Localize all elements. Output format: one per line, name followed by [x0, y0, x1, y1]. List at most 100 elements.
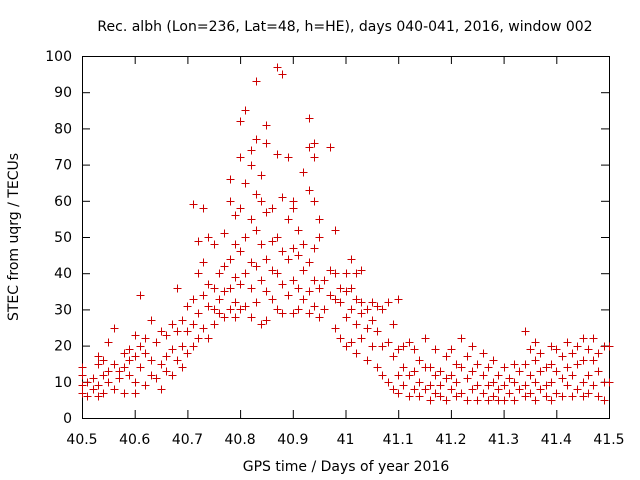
data-point [131, 389, 140, 398]
data-point [204, 302, 213, 311]
data-point [210, 240, 219, 249]
data-point [194, 237, 203, 246]
data-point [489, 356, 498, 365]
data-point [252, 226, 261, 235]
x-tick-label: 41.5 [593, 432, 624, 448]
data-point [99, 389, 108, 398]
data-point [426, 363, 435, 372]
data-point [278, 193, 287, 202]
data-point [278, 70, 287, 79]
data-point [220, 229, 229, 238]
data-point [94, 352, 103, 361]
data-point [247, 258, 256, 267]
data-point [410, 345, 419, 354]
data-point [236, 280, 245, 289]
data-point [110, 385, 119, 394]
x-tick-label: 40.5 [66, 432, 97, 448]
data-point [273, 305, 282, 314]
data-point [252, 190, 261, 199]
data-point [526, 371, 535, 380]
data-point [262, 139, 271, 148]
data-point [289, 204, 298, 213]
data-point [547, 378, 556, 387]
data-point [89, 385, 98, 394]
x-tick-label: 41.3 [488, 432, 519, 448]
data-point [431, 371, 440, 380]
data-point [531, 378, 540, 387]
data-point [136, 291, 145, 300]
data-point [194, 269, 203, 278]
data-point [189, 320, 198, 329]
data-point [215, 309, 224, 318]
data-point [305, 287, 314, 296]
x-tick-label: 40.6 [119, 432, 150, 448]
data-point [394, 371, 403, 380]
data-point [315, 215, 324, 224]
data-point [531, 396, 540, 405]
y-tick-label: 100 [45, 49, 72, 65]
data-point [589, 334, 598, 343]
data-point [220, 262, 229, 271]
data-point [415, 356, 424, 365]
data-point [115, 367, 124, 376]
data-point [573, 342, 582, 351]
data-point [231, 211, 240, 220]
data-point [273, 233, 282, 242]
data-point [273, 150, 282, 159]
data-point [484, 363, 493, 372]
data-point [241, 233, 250, 242]
data-point [605, 342, 614, 351]
data-point [347, 284, 356, 293]
data-point [399, 363, 408, 372]
data-point [500, 396, 509, 405]
x-tick-label: 40.7 [172, 432, 203, 448]
data-point [136, 363, 145, 372]
data-point [394, 345, 403, 354]
data-point [531, 338, 540, 347]
data-point [489, 378, 498, 387]
data-point [368, 298, 377, 307]
data-point [505, 374, 514, 383]
data-point [178, 342, 187, 351]
data-point [268, 204, 277, 213]
data-point [421, 385, 430, 394]
y-tick-label: 30 [54, 302, 72, 318]
data-point [431, 345, 440, 354]
data-point [310, 197, 319, 206]
data-point [220, 313, 229, 322]
data-point [141, 334, 150, 343]
data-point [89, 374, 98, 383]
data-point [289, 309, 298, 318]
data-point [131, 331, 140, 340]
data-point [357, 266, 366, 275]
data-point [442, 374, 451, 383]
data-point [162, 352, 171, 361]
data-point [236, 117, 245, 126]
data-point [568, 392, 577, 401]
data-point [310, 139, 319, 148]
data-point [473, 396, 482, 405]
data-point [173, 284, 182, 293]
data-point [178, 316, 187, 325]
data-point [305, 309, 314, 318]
data-point [236, 305, 245, 314]
data-point [363, 324, 372, 333]
data-point [99, 371, 108, 380]
data-point [120, 363, 129, 372]
data-point [542, 381, 551, 390]
data-point [273, 63, 282, 72]
data-point [452, 392, 461, 401]
data-point [536, 367, 545, 376]
data-point [173, 356, 182, 365]
data-point [157, 360, 166, 369]
data-point [252, 77, 261, 86]
data-point [125, 356, 134, 365]
data-point [152, 338, 161, 347]
data-point [247, 161, 256, 170]
data-point [363, 356, 372, 365]
data-point [247, 215, 256, 224]
data-point [294, 305, 303, 314]
data-point [536, 349, 545, 358]
data-point [436, 367, 445, 376]
data-point [131, 352, 140, 361]
